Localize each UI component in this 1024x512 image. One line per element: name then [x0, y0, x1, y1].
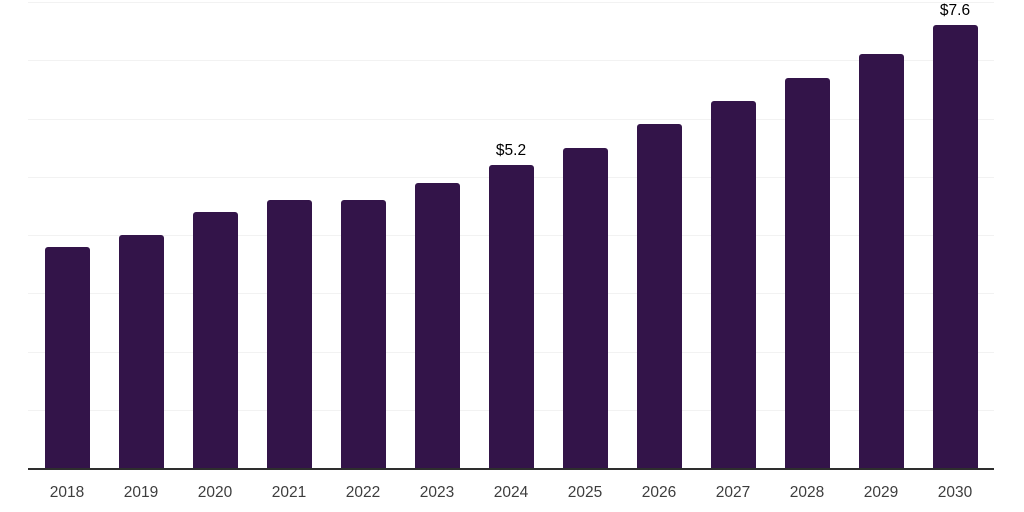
x-axis-line — [28, 468, 994, 470]
bar-2027 — [710, 101, 756, 468]
x-tick-label: 2030 — [937, 484, 973, 501]
bar-2030 — [932, 25, 978, 468]
x-tick-label: 2020 — [197, 484, 233, 501]
x-tick-label: 2019 — [123, 484, 159, 501]
x-tick-label: 2022 — [345, 484, 381, 501]
gridline — [28, 2, 994, 3]
bar-2021 — [266, 200, 312, 468]
x-tick-label: 2018 — [49, 484, 85, 501]
x-tick-label: 2023 — [419, 484, 455, 501]
x-tick-label: 2025 — [567, 484, 603, 501]
bar-2022 — [340, 200, 386, 468]
bar-2024 — [488, 165, 534, 468]
bar-2018 — [44, 246, 90, 468]
x-tick-label: 2021 — [271, 484, 307, 501]
bar-2023 — [414, 182, 460, 468]
x-tick-label: 2029 — [863, 484, 899, 501]
bar-2020 — [192, 211, 238, 468]
x-tick-label: 2024 — [493, 484, 529, 501]
x-tick-label: 2028 — [789, 484, 825, 501]
gridline — [28, 118, 994, 120]
gridline — [28, 60, 994, 62]
x-tick-label: 2026 — [641, 484, 677, 501]
bar-2019 — [118, 235, 164, 468]
x-tick-label: 2027 — [715, 484, 751, 501]
bar-value-label: $5.2 — [495, 142, 527, 160]
bar-2026 — [636, 124, 682, 468]
bar-2029 — [858, 54, 904, 468]
bar-2028 — [784, 77, 830, 468]
bar-value-label: $7.6 — [939, 2, 971, 20]
bar-2025 — [562, 147, 608, 468]
